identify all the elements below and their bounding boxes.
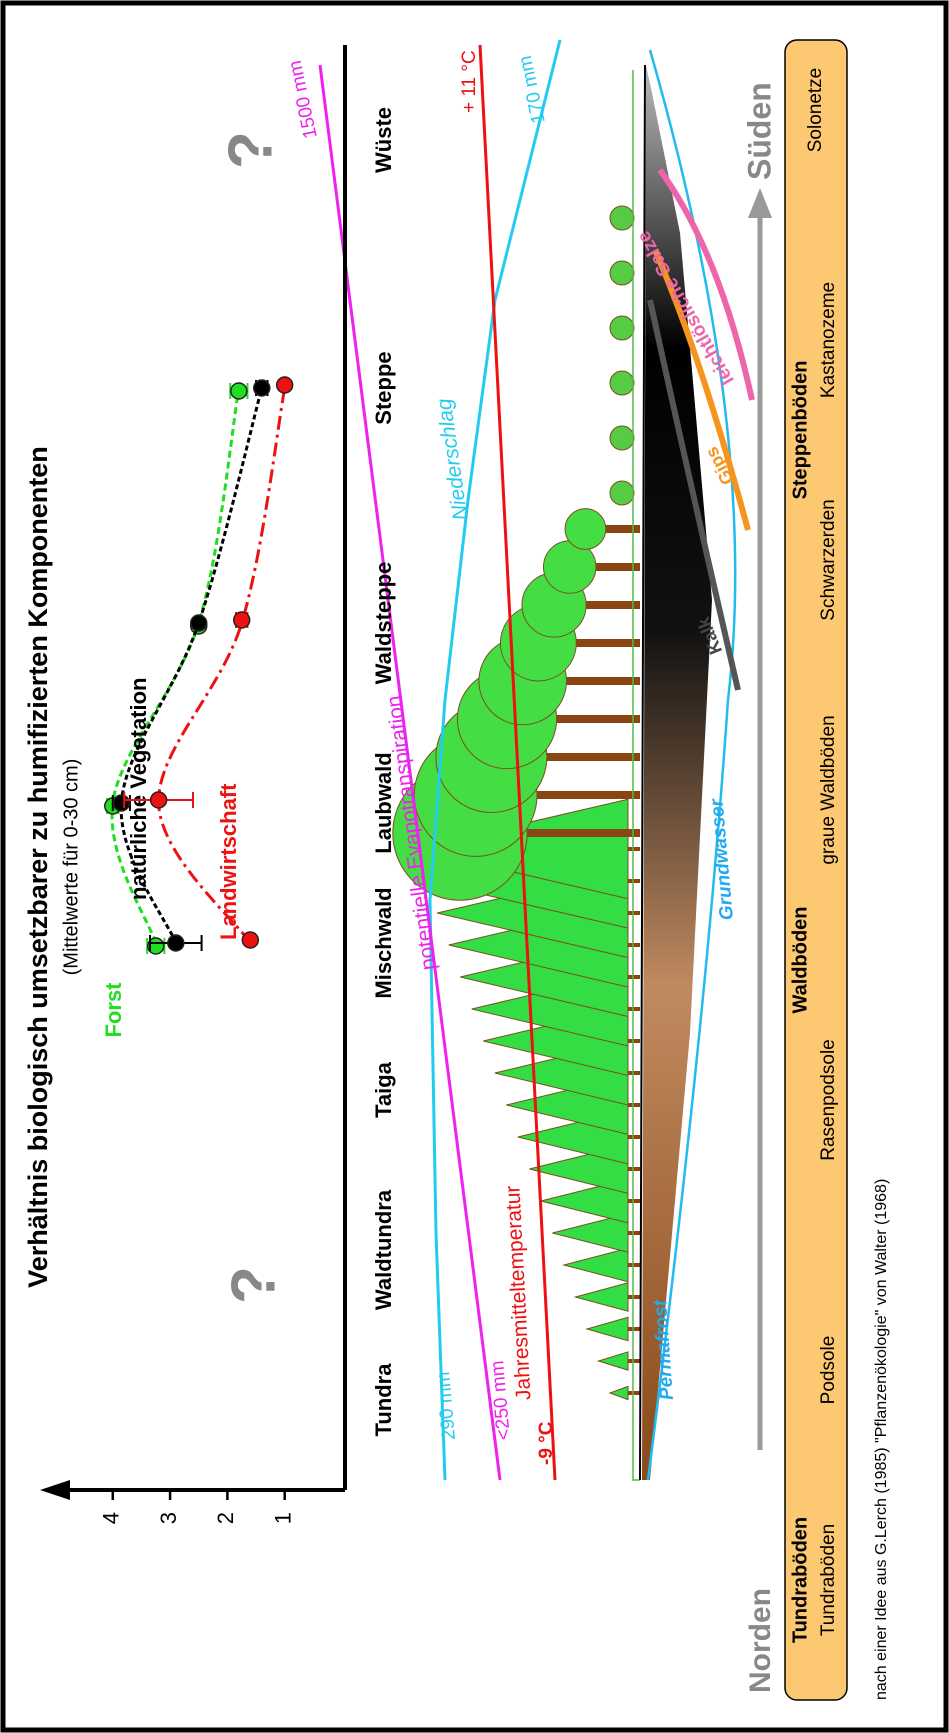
soil-type: Kastanozeme — [818, 282, 839, 398]
figure: Verhältnis biologisch umsetzbarer zu hum… — [0, 0, 949, 1733]
data-point — [231, 383, 247, 399]
conifer — [587, 1317, 628, 1340]
conifer — [564, 1248, 628, 1281]
tree-trunk — [628, 1039, 640, 1043]
zone-label: Taiga — [371, 1061, 396, 1118]
soil-type: Tundraböden — [818, 1524, 839, 1636]
shrub — [610, 261, 634, 285]
chart-subtitle: (Mittelwerte für 0-30 cm) — [60, 759, 82, 976]
page: Verhältnis biologisch umsetzbarer zu hum… — [0, 0, 949, 1733]
zone-label: Mischwald — [371, 887, 396, 998]
temperature-start: -9 °C — [536, 1421, 557, 1465]
tree-trunk — [628, 1135, 640, 1139]
broadleaf-crown — [565, 509, 606, 550]
data-point — [168, 935, 184, 951]
series-label: Landwirtschaft — [216, 783, 241, 940]
arrow-head — [748, 188, 772, 218]
tree-trunk — [628, 975, 640, 979]
tree-trunk — [628, 1359, 640, 1363]
tree-trunk — [628, 911, 640, 915]
y-axis-arrow — [40, 1480, 70, 1500]
precipitation-label: Niederschlag — [433, 397, 473, 522]
soil-type: Solonetze — [805, 68, 826, 153]
y-tick-label: 1 — [271, 1512, 296, 1524]
tree-trunk — [628, 1007, 640, 1011]
data-point — [242, 932, 258, 948]
data-point — [191, 615, 207, 631]
tree-trunk — [628, 943, 640, 947]
data-point — [234, 612, 250, 628]
conifer — [598, 1352, 628, 1370]
shrub — [610, 206, 634, 230]
tree-trunk — [628, 1199, 640, 1203]
shrub — [610, 481, 634, 505]
soil-type: Podsole — [818, 1336, 839, 1405]
question-mark: ? — [216, 131, 285, 169]
data-point — [254, 380, 270, 396]
soil-group: Steppenböden — [789, 361, 811, 500]
zone-label: Tundra — [371, 1363, 396, 1437]
conifer — [610, 1386, 628, 1399]
soil-group: Waldböden — [789, 906, 811, 1013]
shrub — [610, 426, 634, 450]
zone-label: Steppe — [371, 351, 396, 424]
conifer — [575, 1283, 628, 1311]
soil-type: Schwarzerden — [818, 499, 839, 620]
zone-label: Wüste — [371, 107, 396, 173]
shrub — [610, 316, 634, 340]
data-point — [277, 377, 293, 393]
tree-trunk — [628, 1263, 640, 1267]
series-label: natürliche Vegetation — [126, 678, 151, 901]
soil-type: graue Waldböden — [818, 715, 839, 864]
evapotranspiration-end: 1500 mm — [285, 58, 322, 140]
precipitation-end: 170 mm — [515, 54, 550, 126]
tree-trunk — [628, 1071, 640, 1075]
source-note: nach einer Idee aus G.Lerch (1985) "Pfla… — [873, 1179, 890, 1700]
y-tick-label: 2 — [213, 1512, 238, 1524]
tree-trunk — [628, 1391, 640, 1395]
direction-from: Norden — [744, 1588, 777, 1693]
soil-group: Tundraböden — [789, 1517, 811, 1643]
shrub — [610, 371, 634, 395]
tree-trunk — [628, 1167, 640, 1171]
chart-title: Verhältnis biologisch umsetzbarer zu hum… — [23, 446, 53, 1288]
tree-trunk — [628, 879, 640, 883]
zone-label: Waldsteppe — [371, 562, 396, 685]
tree-trunk — [628, 1103, 640, 1107]
zone-label: Laubwald — [371, 752, 396, 853]
grass — [633, 70, 640, 1480]
data-point — [151, 792, 167, 808]
y-tick-label: 3 — [156, 1512, 181, 1524]
zone-label: Waldtundra — [371, 1189, 396, 1310]
precipitation-start: 290 mm — [433, 1371, 460, 1441]
temperature-end: + 11 °C — [459, 50, 480, 113]
tree-trunk — [628, 1231, 640, 1235]
tree-trunk — [628, 1295, 640, 1299]
question-mark: ? — [219, 1266, 288, 1304]
tree-trunk — [628, 1327, 640, 1331]
direction-to: Süden — [741, 82, 777, 180]
series-label: Forst — [101, 982, 126, 1038]
tree-trunk — [628, 847, 640, 851]
soil-type: Rasenpodsole — [818, 1039, 839, 1160]
y-tick-label: 4 — [99, 1512, 124, 1524]
